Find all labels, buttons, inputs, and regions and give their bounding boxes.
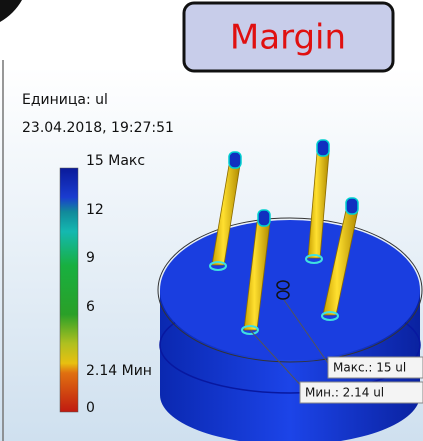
probe-max: Макс.: 15 ul [333,361,406,375]
date: 23.04.2018, 19:27:51 [22,120,174,136]
probe-min: Мин.: 2.14 ul [305,386,384,400]
corner [0,0,22,22]
legend-label: 6 [86,299,95,315]
probe-box [299,381,423,404]
callout: Margin [230,18,346,58]
legend-label: 15 Макс [86,153,145,169]
color-bar [59,167,79,413]
legend-label: 0 [86,400,95,416]
callout-box [182,1,395,73]
legend-label: 2.14 Мин [86,363,152,379]
unit: Единица: ul [22,92,108,108]
probe-box [327,356,423,379]
legend-label: 9 [86,250,95,266]
legend-label: 12 [86,202,104,218]
